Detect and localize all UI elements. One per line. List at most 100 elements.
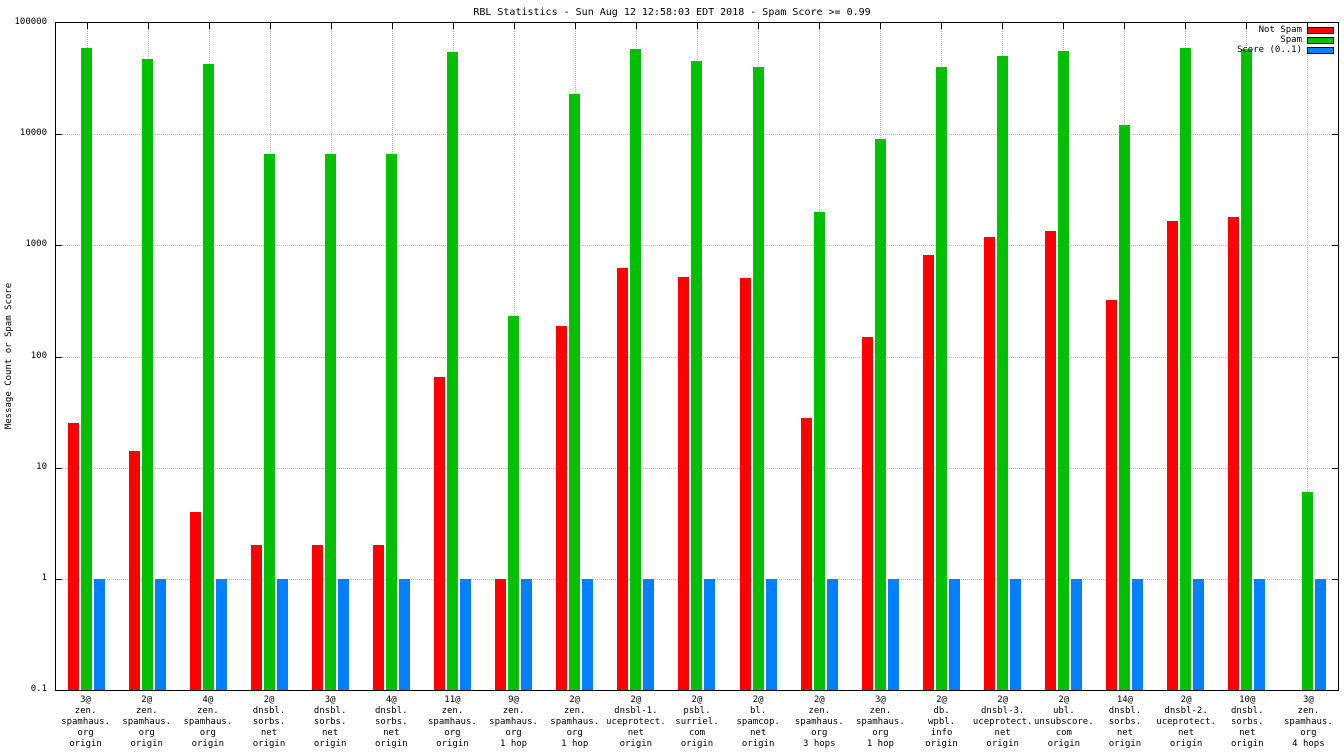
bar-group [789, 23, 850, 690]
legend-label-spam: Spam [1280, 35, 1302, 45]
x-category-label: 2@ bl. spamcop. net origin [736, 695, 780, 749]
legend: Not Spam Spam Score (0..1) [1237, 26, 1334, 55]
x-category-label: 2@ zen. spamhaus. org origin [122, 695, 172, 749]
bar-not-spam [373, 545, 385, 690]
x-category-label: 2@ ubl. unsubscore. com origin [1034, 695, 1094, 749]
bar-spam [874, 139, 886, 690]
bar-not-spam [251, 545, 263, 690]
x-axis-tick-labels: 3@ zen. spamhaus. org origin 2@ zen. spam… [55, 695, 1339, 750]
x-tick-mark-top [513, 23, 515, 29]
bar-spam [203, 63, 215, 690]
x-category-label: 3@ zen. spamhaus. org 1 hop [856, 695, 905, 749]
bar-spam [447, 51, 459, 690]
bar-not-spam [1227, 216, 1239, 690]
y-tick-mark-right [1332, 578, 1338, 580]
y-tick-mark-right [1332, 245, 1338, 247]
bar-not-spam [983, 236, 995, 690]
bar-group [1277, 23, 1338, 690]
bar-score [582, 578, 594, 690]
bar-spam [691, 60, 703, 690]
bar-group [1155, 23, 1216, 690]
y-tick-label: 100000 [14, 17, 47, 27]
legend-entry-spam: Spam [1280, 36, 1334, 45]
x-category-label: 3@ zen. spamhaus. org 4 hops [1283, 695, 1333, 749]
bar-not-spam [800, 417, 812, 690]
y-tick-label: 10 [36, 461, 47, 472]
bar-not-spam [617, 268, 629, 690]
y-tick-mark-left [56, 245, 62, 247]
bar-score [948, 578, 960, 690]
x-category-label: 2@ dnsbl-1. uceprotect. net origin [606, 695, 666, 749]
x-category-label: 3@ zen. spamhaus. org origin [61, 695, 110, 749]
bar-score [521, 578, 533, 690]
bar-score [643, 578, 655, 690]
bar-score [1009, 578, 1021, 690]
y-tick-mark-right [1332, 467, 1338, 469]
x-category-label: 2@ dnsbl-3. uceprotect. net origin [972, 695, 1033, 749]
y-tick-mark-left [56, 356, 62, 358]
bar-not-spam [312, 545, 324, 690]
x-tick-mark-top [452, 23, 454, 29]
y-tick-mark-left [56, 467, 62, 469]
x-category-label: 2@ zen. spamhaus. org 3 hops [794, 695, 844, 749]
y-tick-mark-left [56, 578, 62, 580]
bar-spam [325, 154, 337, 690]
legend-label-not-spam: Not Spam [1258, 25, 1302, 35]
bar-spam [935, 67, 947, 690]
bar-not-spam [739, 277, 751, 690]
x-tick-mark-top [269, 23, 271, 29]
x-category-label: 2@ db. wpbl. info origin [925, 695, 958, 749]
y-tick-label: 10000 [19, 128, 47, 139]
x-tick-mark-top [819, 23, 821, 29]
bar-group [544, 23, 605, 690]
x-category-label: 11@ zen. spamhaus. org origin [428, 695, 477, 749]
y-tick-mark-right [1332, 356, 1338, 358]
y-tick-label: 1000 [25, 239, 47, 250]
bar-spam [569, 93, 581, 690]
bar-group [1094, 23, 1155, 690]
x-tick-mark-top [208, 23, 210, 29]
legend-label-score: Score (0..1) [1236, 45, 1302, 55]
bar-not-spam [190, 511, 202, 690]
bar-not-spam [1105, 300, 1117, 690]
y-tick-label: 100 [30, 350, 47, 361]
bar-spam [1118, 125, 1130, 690]
x-tick-mark-top [941, 23, 943, 29]
x-tick-mark-top [1063, 23, 1065, 29]
bar-not-spam [129, 451, 141, 690]
x-category-label: 10@ dnsbl. sorbs. net origin [1230, 695, 1264, 749]
bar-not-spam [1044, 230, 1056, 690]
bar-score [399, 578, 411, 690]
chart-title: RBL Statistics - Sun Aug 12 12:58:03 EDT… [473, 7, 871, 18]
bar-group [728, 23, 789, 690]
legend-entry-score: Score (0..1) [1237, 46, 1334, 55]
bar-not-spam [678, 276, 690, 690]
x-tick-mark-top [1124, 23, 1126, 29]
bar-group [483, 23, 544, 690]
bar-group [239, 23, 300, 690]
bar-spam [813, 211, 825, 690]
bar-not-spam [922, 254, 934, 690]
bar-spam [752, 67, 764, 690]
x-tick-mark-top [391, 23, 393, 29]
x-tick-mark-top [635, 23, 637, 29]
bar-score [155, 578, 167, 690]
bar-spam [508, 316, 520, 690]
bar-group [56, 23, 117, 690]
x-tick-mark-top [697, 23, 698, 29]
x-category-label: 3@ dnsbl. sorbs. net origin [313, 695, 347, 749]
bar-group [911, 23, 972, 690]
x-category-label: 2@ psbl. surriel. com origin [675, 695, 719, 749]
bar-group [666, 23, 727, 690]
x-tick-mark-top [574, 23, 576, 29]
x-tick-mark-top [147, 23, 149, 29]
x-tick-mark-top [1185, 23, 1187, 29]
x-tick-mark-top [86, 23, 88, 29]
x-category-label: 14@ dnsbl. sorbs. net origin [1108, 695, 1142, 749]
bar-group [361, 23, 422, 690]
bar-group [605, 23, 666, 690]
bar-not-spam [861, 336, 873, 690]
bar-score [460, 578, 472, 690]
bar-group [117, 23, 178, 690]
